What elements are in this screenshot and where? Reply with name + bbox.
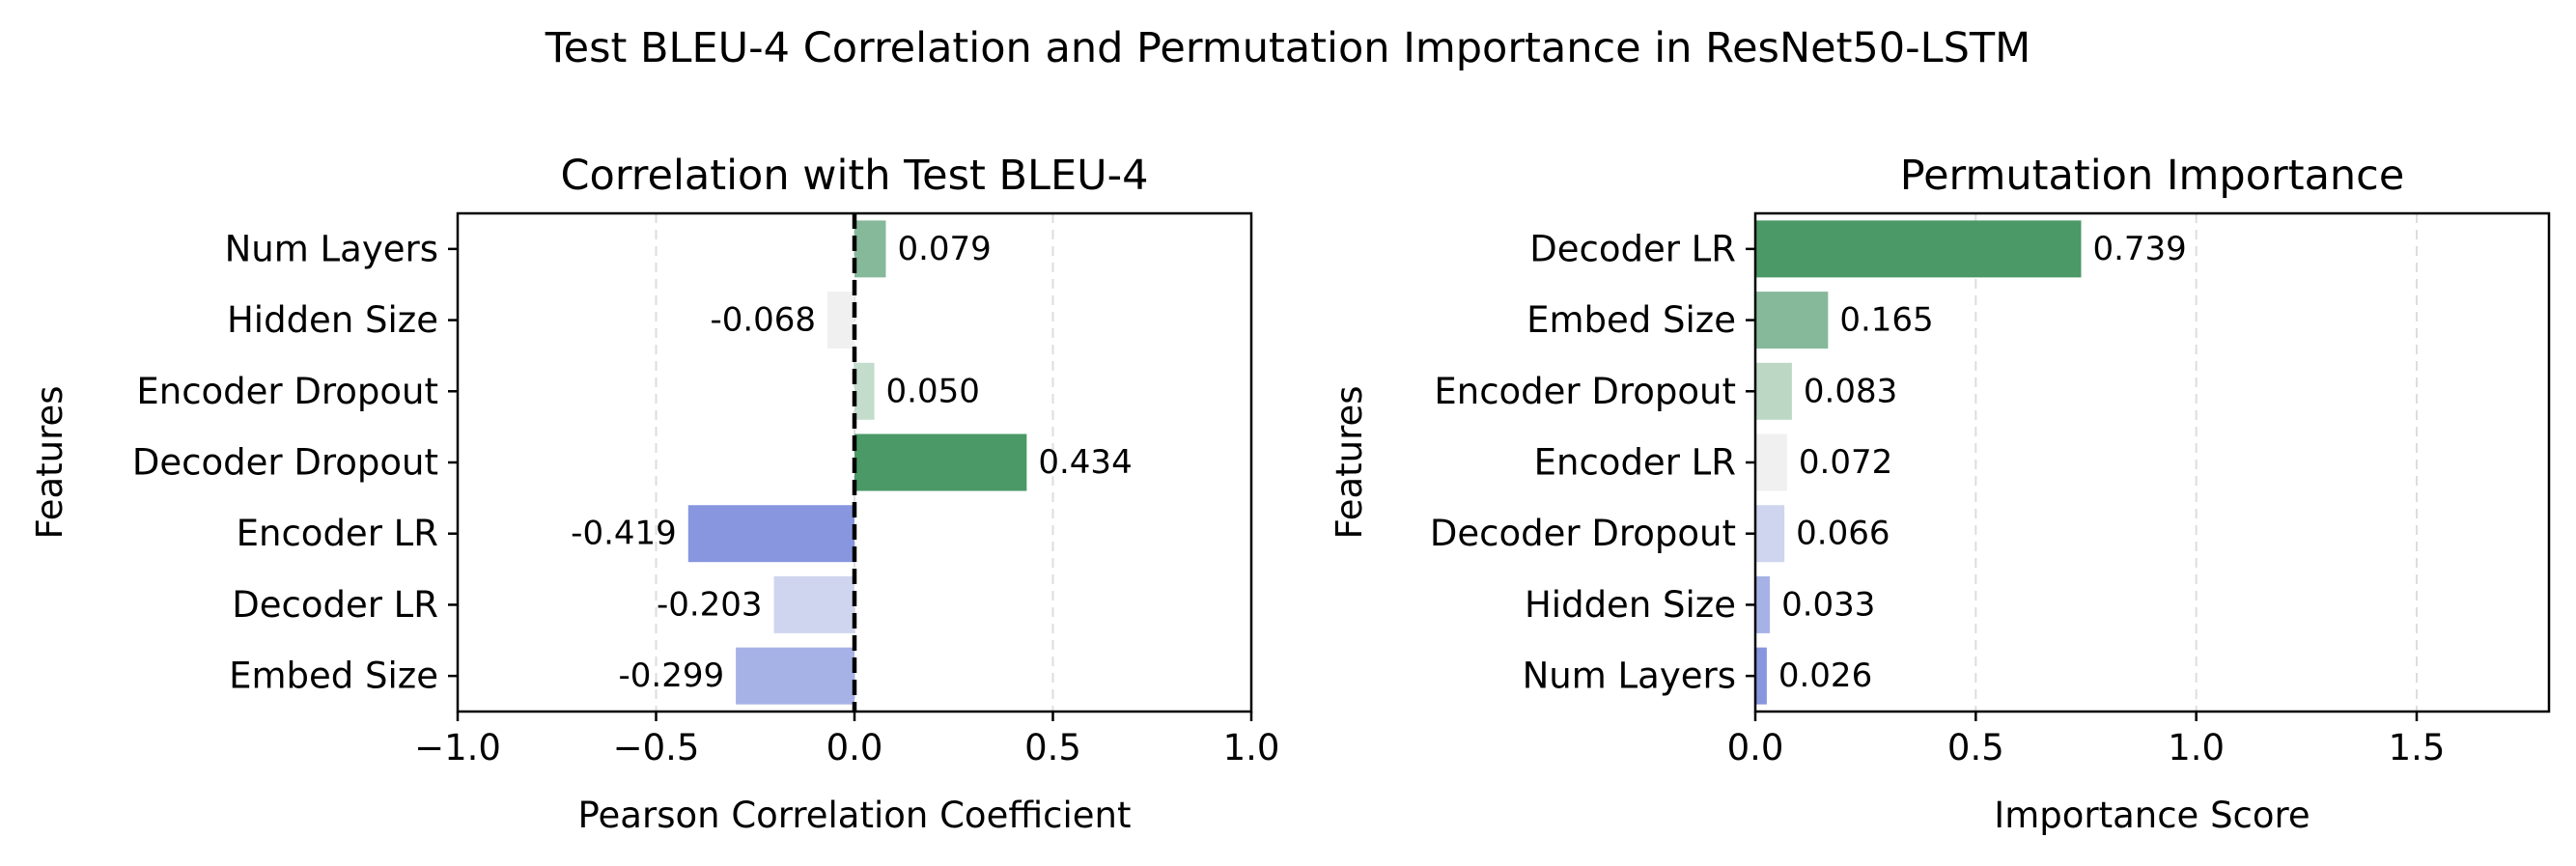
- chart1-value-label-encoder-dropout: 0.083: [1804, 372, 1897, 410]
- chart1-value-label-embed-size: 0.165: [1839, 301, 1933, 340]
- chart0-ytick-label-encoder-dropout: Encoder Dropout: [136, 371, 438, 412]
- chart1-value-label-num-layers: 0.026: [1778, 656, 1872, 695]
- chart1-bar-hidden-size: [1755, 575, 1771, 633]
- chart0-bar-hidden-size: [827, 292, 854, 349]
- chart1-value-label-decoder-lr: 0.739: [2092, 230, 2186, 268]
- chart1-bar-embed-size: [1755, 292, 1829, 349]
- chart0-title: Correlation with Test BLEU-4: [561, 152, 1149, 200]
- chart0-ytick-label-encoder-lr: Encoder LR: [237, 513, 438, 554]
- chart0-value-label-decoder-lr: -0.203: [657, 585, 763, 624]
- chart0-ytick-label-embed-size: Embed Size: [229, 656, 438, 697]
- chart0-xtick-label-0: −1.0: [414, 727, 501, 768]
- chart1-xtick-label-1: 0.5: [1947, 727, 2004, 768]
- chart1-ytick-label-num-layers: Num Layers: [1523, 656, 1736, 697]
- chart1-value-label-decoder-dropout: 0.066: [1796, 515, 1890, 553]
- chart1-ytick-label-embed-size: Embed Size: [1526, 299, 1736, 341]
- chart0-bar-embed-size: [736, 647, 854, 705]
- chart0-ytick-label-decoder-dropout: Decoder Dropout: [132, 442, 438, 484]
- chart0-value-label-hidden-size: -0.068: [710, 301, 816, 340]
- chart1-yaxis-label: Features: [1329, 385, 1370, 539]
- chart1-xtick-label-3: 1.5: [2389, 727, 2446, 768]
- chart1-xaxis-label: Importance Score: [1994, 795, 2310, 836]
- chart1-ytick-label-decoder-lr: Decoder LR: [1529, 228, 1736, 269]
- chart1-ytick-label-decoder-dropout: Decoder Dropout: [1430, 513, 1736, 554]
- chart0-value-label-embed-size: -0.299: [619, 656, 725, 695]
- chart0-ytick-label-num-layers: Num Layers: [225, 228, 438, 269]
- chart1-value-label-encoder-lr: 0.072: [1799, 443, 1892, 482]
- chart1-bar-num-layers: [1755, 647, 1767, 705]
- permutation-importance-chart-panel: 0.739 0.165 0.083 0.072 0.066 0.033 0.026 Decod…: [1329, 152, 2551, 836]
- chart1-bar-decoder-lr: [1755, 220, 2082, 278]
- chart0-bar-encoder-lr: [687, 505, 854, 563]
- chart0-value-label-encoder-dropout: 0.050: [886, 372, 980, 410]
- chart0-xtick-label-2: 0.0: [826, 727, 883, 768]
- figure-suptitle: Test BLEU-4 Correlation and Permutation …: [545, 24, 2031, 72]
- chart1-ytick-label-encoder-dropout: Encoder Dropout: [1434, 371, 1736, 412]
- chart0-ytick-label-hidden-size: Hidden Size: [227, 299, 438, 341]
- chart1-xtick-label-0: 0.0: [1727, 727, 1784, 768]
- chart1-ytick-label-hidden-size: Hidden Size: [1525, 584, 1736, 626]
- chart0-yaxis-label: Features: [29, 385, 70, 539]
- chart0-bar-decoder-lr: [773, 575, 854, 633]
- chart0-value-label-decoder-dropout: 0.434: [1038, 443, 1132, 482]
- chart1-bar-encoder-dropout: [1755, 362, 1792, 420]
- chart1-ytick-label-encoder-lr: Encoder LR: [1534, 442, 1736, 484]
- chart0-xaxis-label: Pearson Correlation Coefficient: [578, 795, 1132, 836]
- chart0-xtick-label-1: −0.5: [613, 727, 700, 768]
- chart1-title: Permutation Importance: [1900, 152, 2405, 200]
- chart0-value-label-encoder-lr: -0.419: [571, 515, 677, 553]
- chart1-value-label-hidden-size: 0.033: [1781, 585, 1875, 624]
- chart0-ytick-label-decoder-lr: Decoder LR: [232, 584, 438, 626]
- correlation-chart-panel: 0.079 -0.068 0.050 0.434 -0.419 -0.203 -0.299 N…: [29, 152, 1279, 836]
- chart0-value-label-num-layers: 0.079: [897, 230, 991, 268]
- chart0-bar-encoder-dropout: [854, 362, 875, 420]
- chart1-bar-decoder-dropout: [1755, 505, 1785, 563]
- chart0-xtick-label-4: 1.0: [1223, 727, 1280, 768]
- chart0-bar-decoder-dropout: [854, 433, 1027, 491]
- chart1-xtick-label-2: 1.0: [2168, 727, 2225, 768]
- chart0-xtick-label-3: 0.5: [1024, 727, 1081, 768]
- chart0-bar-num-layers: [854, 220, 886, 278]
- chart1-bar-encoder-lr: [1755, 433, 1787, 491]
